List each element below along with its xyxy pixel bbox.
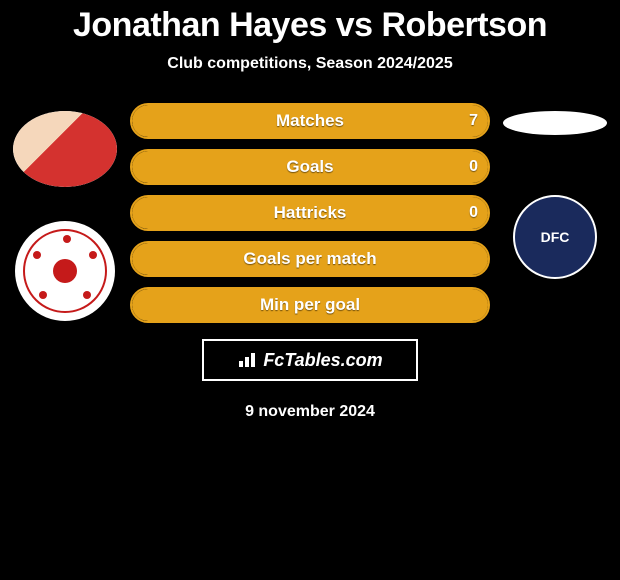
stat-label: Goals per match (243, 249, 376, 269)
player1-photo (13, 111, 117, 187)
stat-label: Min per goal (260, 295, 360, 315)
branding-text: FcTables.com (263, 350, 382, 371)
stat-pill: Goals per match (130, 241, 490, 277)
stats-column: Matches 7 Goals 0 Hattricks 0 Goals per match M… (130, 103, 490, 323)
stat-value-left: 0 (469, 158, 478, 176)
subtitle: Club competitions, Season 2024/2025 (0, 55, 620, 73)
club1-star-icon (39, 291, 47, 299)
left-column (0, 103, 130, 321)
stat-value-left: 0 (469, 204, 478, 222)
club1-star-icon (89, 251, 97, 259)
chart-icon (237, 351, 259, 369)
club1-star-icon (33, 251, 41, 259)
club1-badge-ring (23, 229, 107, 313)
stat-pill: Min per goal (130, 287, 490, 323)
stat-label: Hattricks (274, 203, 347, 223)
club2-monogram: DFC (541, 229, 570, 245)
club1-star-icon (63, 235, 71, 243)
date-line: 9 november 2024 (0, 403, 620, 421)
player1-photo-placeholder (13, 111, 117, 187)
branding-box[interactable]: FcTables.com (202, 339, 418, 381)
stat-pill: Hattricks 0 (130, 195, 490, 231)
club1-badge-ball-icon (53, 259, 77, 283)
stat-label: Matches (276, 111, 344, 131)
stat-value-left: 7 (469, 112, 478, 130)
title-vs: vs (336, 6, 373, 44)
page-title: Jonathan Hayes vs Robertson (0, 0, 620, 45)
title-player1: Jonathan Hayes (73, 6, 327, 44)
stat-pill: Matches 7 (130, 103, 490, 139)
title-player2: Robertson (382, 6, 548, 44)
player2-photo (503, 111, 607, 135)
club2-badge: DFC (513, 195, 597, 279)
stat-label: Goals (286, 157, 333, 177)
right-column: DFC (490, 103, 620, 279)
stat-pill: Goals 0 (130, 149, 490, 185)
club1-star-icon (83, 291, 91, 299)
content-row: Matches 7 Goals 0 Hattricks 0 Goals per match M… (0, 103, 620, 323)
club1-badge (15, 221, 115, 321)
